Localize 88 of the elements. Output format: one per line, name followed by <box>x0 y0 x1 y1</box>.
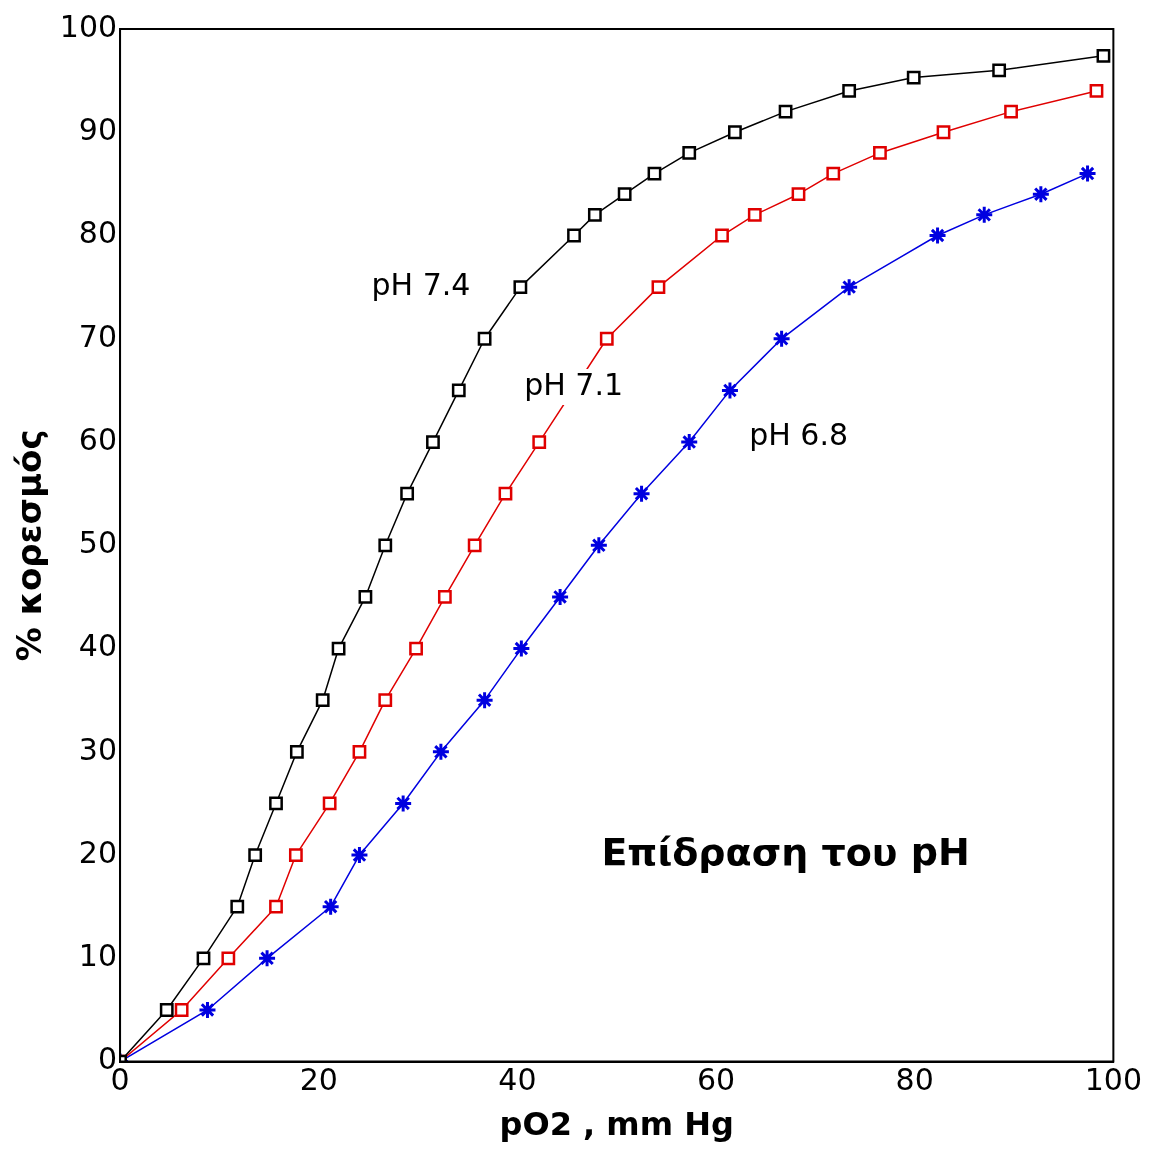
point <box>778 104 793 119</box>
point <box>842 84 857 98</box>
point <box>928 226 948 246</box>
point <box>475 690 495 710</box>
point <box>772 329 792 349</box>
point <box>197 1000 217 1020</box>
y-tick-label: 50 <box>78 525 118 561</box>
y-tick-label: 100 <box>59 8 118 44</box>
point <box>589 535 609 555</box>
point <box>426 435 440 449</box>
y-tick-label: 30 <box>78 731 118 767</box>
y-tick-label: 70 <box>78 318 118 354</box>
point <box>230 899 245 914</box>
y-tick-label: 10 <box>78 938 118 974</box>
point <box>1031 184 1051 204</box>
point <box>321 897 341 917</box>
point <box>974 205 994 225</box>
point <box>682 146 697 160</box>
series-label: pH 6.8 <box>749 416 849 452</box>
series-label: pH 7.4 <box>371 266 471 302</box>
point <box>437 590 452 604</box>
point <box>647 166 662 181</box>
point <box>349 845 369 865</box>
x-tick-label: 80 <box>895 1062 934 1098</box>
y-tick-label: 20 <box>78 834 118 870</box>
point <box>511 639 531 659</box>
point <box>1096 48 1111 63</box>
point <box>159 1003 174 1017</box>
point <box>826 166 841 181</box>
point <box>378 693 393 708</box>
y-tick-label: 60 <box>78 421 118 457</box>
point <box>289 744 304 759</box>
y-axis-title: % κορεσμός <box>9 429 50 662</box>
point <box>174 1003 189 1017</box>
point <box>400 486 415 501</box>
point <box>1078 164 1098 184</box>
y-tick-label: 90 <box>78 112 118 148</box>
point <box>728 125 742 140</box>
point <box>498 486 513 501</box>
series-label: pH 7.1 <box>524 366 624 402</box>
point <box>196 951 211 966</box>
point <box>431 742 451 762</box>
point <box>992 63 1007 78</box>
point <box>322 796 337 811</box>
point <box>936 125 951 140</box>
point <box>393 793 413 813</box>
x-axis-title: pO2 , mm Hg <box>499 1105 734 1144</box>
point <box>221 951 236 966</box>
point <box>532 435 547 449</box>
point <box>720 380 740 400</box>
point <box>257 948 277 968</box>
point <box>451 383 466 398</box>
point <box>651 280 666 295</box>
point <box>513 280 528 295</box>
point <box>467 538 482 553</box>
y-tick-label: 80 <box>78 215 118 251</box>
point <box>331 641 346 656</box>
point <box>269 899 283 914</box>
annotation: Επίδραση του pH <box>601 829 970 874</box>
point <box>409 641 423 656</box>
x-tick-label: 60 <box>696 1062 736 1098</box>
point <box>269 796 283 811</box>
point <box>1004 104 1018 119</box>
point <box>679 432 699 452</box>
point <box>873 146 887 160</box>
point <box>352 744 367 759</box>
point <box>315 693 330 708</box>
point <box>550 587 570 607</box>
point <box>358 590 373 604</box>
point <box>477 331 492 346</box>
point <box>617 187 632 202</box>
point <box>791 187 806 202</box>
point <box>567 228 581 243</box>
x-tick-label: 100 <box>1084 1062 1142 1098</box>
point <box>248 848 263 862</box>
point <box>839 277 859 297</box>
point <box>906 70 921 85</box>
point <box>378 538 393 553</box>
x-tick-label: 20 <box>299 1062 338 1098</box>
point <box>1089 84 1104 98</box>
point <box>587 207 602 222</box>
point <box>632 484 652 504</box>
point <box>747 207 762 222</box>
x-tick-label: 40 <box>498 1062 537 1098</box>
y-tick-label: 40 <box>78 628 118 664</box>
point <box>599 331 614 346</box>
point <box>288 848 303 862</box>
point <box>715 228 729 243</box>
